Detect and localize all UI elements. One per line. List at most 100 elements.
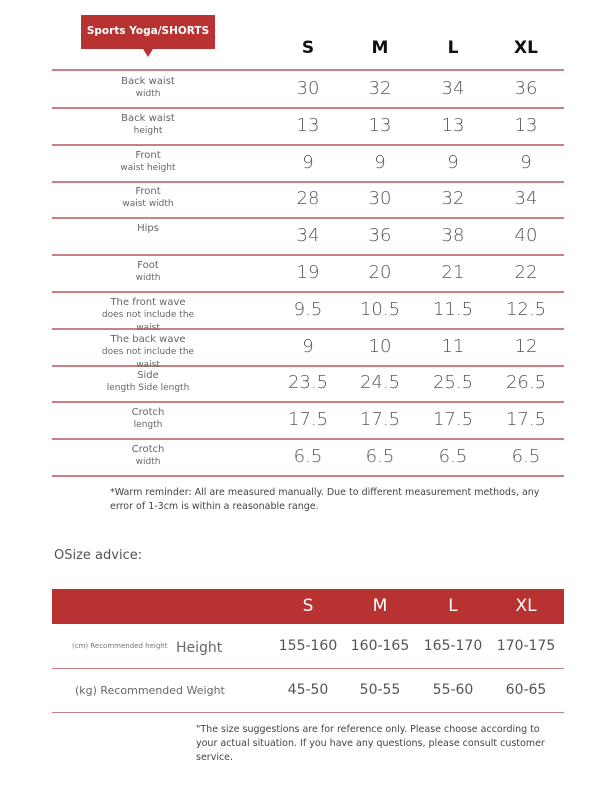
table-row: Front waist width 28 30 32 34 bbox=[52, 180, 564, 220]
weight-value: 45-50 bbox=[287, 682, 329, 698]
cell-value: 22 bbox=[514, 262, 538, 283]
cell-value: 30 bbox=[368, 188, 392, 210]
cell-value: 13 bbox=[441, 114, 465, 136]
weight-value: 60-65 bbox=[505, 682, 547, 698]
size-header-XL: XL bbox=[514, 38, 538, 58]
size-header-L: L bbox=[447, 38, 459, 58]
height-label: Height bbox=[176, 640, 223, 656]
row-label-sub: height bbox=[133, 125, 163, 136]
cell-value: 9 bbox=[302, 335, 314, 357]
table-row: Foot width 19 20 21 22 bbox=[52, 254, 564, 293]
row-label-main: The front wave bbox=[110, 296, 186, 308]
table-row: Back waist width 30 32 34 36 bbox=[52, 70, 564, 109]
product-tag: Sports Yoga/SHORTS bbox=[81, 15, 215, 57]
row-label: The back wave does not include the waist bbox=[92, 333, 204, 372]
row-label-sub: width bbox=[135, 89, 161, 99]
row-label-main: Foot bbox=[137, 260, 159, 271]
row-label: Back waist height bbox=[92, 112, 204, 138]
cell-value: 19 bbox=[296, 262, 320, 283]
cell-value: 40 bbox=[514, 225, 538, 247]
row-label-main: Back waist bbox=[121, 76, 175, 87]
cell-value: 6.5 bbox=[293, 446, 323, 467]
cell-value: 21 bbox=[441, 262, 465, 283]
row-label: Crotch length bbox=[92, 406, 204, 432]
cell-value: 34 bbox=[441, 78, 465, 99]
row-label-main: Crotch bbox=[131, 407, 165, 419]
row-label-main: Side bbox=[137, 370, 159, 382]
row-label-main: Front bbox=[135, 149, 161, 161]
row-label: Hips bbox=[92, 222, 204, 235]
advice-size-XL: XL bbox=[515, 596, 537, 616]
row-label-main: Back waist bbox=[121, 112, 175, 124]
cell-value: 11 bbox=[441, 335, 465, 357]
table-row: Back waist height 13 13 13 13 bbox=[52, 107, 564, 146]
cell-value: 34 bbox=[514, 188, 538, 210]
row-label-sub: length bbox=[133, 420, 163, 431]
cell-value: 23.5 bbox=[287, 372, 329, 394]
height-row: (cm) Recommended height Height 155-160 16… bbox=[52, 624, 564, 669]
cell-value: 25.5 bbox=[432, 372, 474, 394]
row-label-main: The back wave bbox=[110, 333, 186, 345]
weight-label: (kg) Recommended Weight bbox=[75, 684, 225, 697]
row-label-sub: length Side length bbox=[106, 383, 190, 394]
advice-size-M: M bbox=[372, 596, 388, 616]
cell-value: 32 bbox=[441, 188, 465, 210]
cell-value: 13 bbox=[368, 114, 392, 136]
row-label: Back waist width bbox=[92, 75, 204, 101]
cell-value: 9 bbox=[520, 151, 532, 173]
table-row: The front wave does not include the waist… bbox=[52, 291, 564, 333]
row-label-main: Front bbox=[135, 186, 161, 198]
size-advice-title: OSize advice: bbox=[54, 548, 143, 563]
table-row: Crotch length 17.5 17.5 17.5 17.5 bbox=[52, 401, 564, 441]
cell-value: 24.5 bbox=[359, 372, 401, 394]
cell-value: 26.5 bbox=[505, 372, 547, 394]
row-label-sub: width bbox=[135, 273, 161, 283]
row-label-main: Hips bbox=[137, 223, 159, 235]
cell-value: 17.5 bbox=[287, 409, 329, 431]
row-label-sub: width bbox=[135, 457, 161, 467]
divider bbox=[52, 69, 564, 71]
cell-value: 38 bbox=[441, 225, 465, 247]
cell-value: 34 bbox=[296, 225, 320, 247]
table-row: The back wave does not include the waist 9… bbox=[52, 328, 564, 370]
row-label-sub: waist width bbox=[122, 199, 174, 210]
weight-value: 55-60 bbox=[432, 682, 474, 698]
row-label: The front wave does not include the waist bbox=[92, 296, 204, 335]
cell-value: 17.5 bbox=[505, 409, 547, 431]
table-row: Front waist height 9 9 9 9 bbox=[52, 144, 564, 183]
size-header-M: M bbox=[371, 38, 389, 58]
cell-value: 6.5 bbox=[365, 446, 395, 467]
height-value: 160-165 bbox=[350, 638, 410, 654]
cell-value: 11.5 bbox=[432, 298, 474, 320]
height-value: 155-160 bbox=[278, 638, 338, 654]
cell-value: 9.5 bbox=[293, 298, 323, 320]
table-row: Hips 34 36 38 40 bbox=[52, 217, 564, 257]
row-label: Side length Side length bbox=[92, 369, 204, 395]
cell-value: 13 bbox=[296, 114, 320, 136]
footnote: "The size suggestions are for reference … bbox=[196, 724, 545, 763]
advice-size-S: S bbox=[302, 596, 314, 616]
height-value: 170-175 bbox=[496, 638, 556, 654]
cell-value: 9 bbox=[374, 151, 386, 173]
weight-row: (kg) Recommended Weight 45-50 50-55 55-60 6… bbox=[52, 668, 564, 713]
advice-header: S M L XL bbox=[52, 589, 564, 624]
height-unit-label: (cm) Recommended height bbox=[72, 642, 168, 650]
row-label: Crotch width bbox=[92, 443, 204, 469]
row-label-main: Crotch bbox=[131, 444, 165, 455]
cell-value: 9 bbox=[302, 151, 314, 173]
cell-value: 30 bbox=[296, 78, 320, 99]
weight-value: 50-55 bbox=[359, 682, 401, 698]
row-label: Front waist height bbox=[92, 149, 204, 175]
cell-value: 6.5 bbox=[438, 446, 468, 467]
cell-value: 28 bbox=[296, 188, 320, 210]
cell-value: 17.5 bbox=[432, 409, 474, 431]
row-label: Front waist width bbox=[92, 185, 204, 211]
cell-value: 6.5 bbox=[511, 446, 541, 467]
advice-size-L: L bbox=[448, 596, 458, 616]
row-label-sub: waist height bbox=[120, 162, 176, 173]
cell-value: 12 bbox=[514, 335, 538, 357]
cell-value: 10.5 bbox=[359, 298, 401, 320]
row-label-sub: does not include the waist bbox=[101, 309, 195, 333]
cell-value: 32 bbox=[368, 78, 392, 99]
